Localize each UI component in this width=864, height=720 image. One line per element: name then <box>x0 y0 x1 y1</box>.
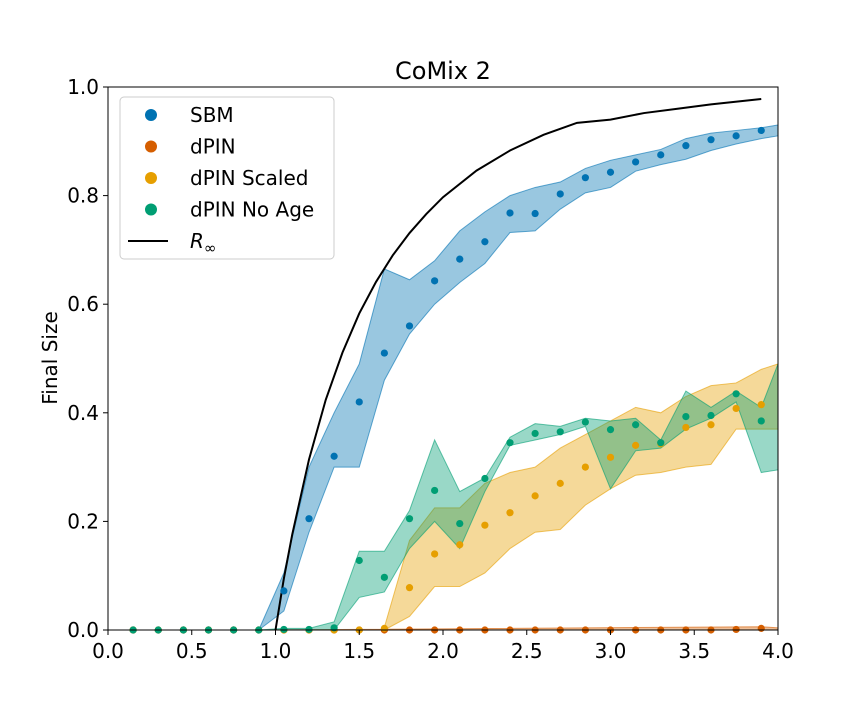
dpin-no-age-point <box>456 519 464 528</box>
x-tick-label: 3.0 <box>595 639 627 663</box>
dpin-scaled-point <box>707 421 715 429</box>
legend-box <box>119 96 335 260</box>
dpin-scaled-point <box>632 441 640 449</box>
sbm-point <box>355 398 363 406</box>
dpin-scaled-point <box>682 423 690 432</box>
y-axis: 0.0 0.2 0.4 0.6 0.8 1.0 <box>67 75 108 642</box>
dpin-point <box>732 625 740 634</box>
sbm-point <box>380 349 388 357</box>
dpin-no-age-point <box>355 556 363 565</box>
dpin-no-age-point <box>431 486 439 495</box>
legend-swatch-dpin-no-age <box>145 203 157 216</box>
y-axis-title: Final Size <box>38 311 62 405</box>
sbm-point <box>431 277 439 285</box>
sbm-point <box>757 126 765 135</box>
legend-swatch-sbm <box>145 109 157 121</box>
dpin-scaled-point <box>556 479 564 487</box>
dpin-no-age-point <box>657 439 665 447</box>
dpin-no-age-point <box>581 418 589 426</box>
legend-label-dpin: dPIN <box>190 135 236 159</box>
uncertainty-bands <box>257 124 779 632</box>
dpin-scaled-point <box>531 492 539 500</box>
sbm-point <box>280 587 288 595</box>
legend-label-dpin-scaled: dPIN Scaled <box>190 166 308 190</box>
sbm-point <box>657 151 665 159</box>
dpin-scaled-point <box>380 624 388 632</box>
sbm-point <box>732 132 740 140</box>
sbm-point <box>330 452 338 460</box>
dpin-no-age-point <box>682 413 690 421</box>
chart-title: CoMix 2 <box>395 57 491 85</box>
sbm-point <box>531 209 539 218</box>
x-tick-label: 1.5 <box>343 639 375 663</box>
sbm-point <box>556 190 564 198</box>
y-tick-label: 0.0 <box>67 618 99 642</box>
dpin-point <box>757 624 765 632</box>
dpin-scaled-point <box>606 453 615 461</box>
sbm-point <box>305 515 313 523</box>
sbm-point <box>506 209 514 217</box>
sbm-band <box>257 124 779 632</box>
sbm-point <box>606 168 615 176</box>
dpin-no-age-point <box>556 428 564 436</box>
sbm-point <box>707 136 715 144</box>
x-tick-label: 0.5 <box>176 639 208 663</box>
legend-label-subscript: ∞ <box>204 239 217 257</box>
y-tick-label: 0.2 <box>67 509 99 533</box>
x-tick-label: 4.0 <box>762 639 794 663</box>
y-tick-label: 0.8 <box>67 184 99 208</box>
legend-label-sbm: SBM <box>190 103 234 127</box>
dpin-no-age-point <box>280 625 288 634</box>
x-tick-label: 2.0 <box>427 639 459 663</box>
sbm-point <box>456 255 464 263</box>
dpin-scaled-point <box>405 584 414 592</box>
dpin-scaled-point <box>481 521 489 529</box>
sbm-point <box>481 238 489 246</box>
sbm-point <box>581 174 589 182</box>
x-tick-label: 1.0 <box>260 639 292 663</box>
dpin-no-age-point <box>707 411 715 420</box>
r-line <box>274 97 762 631</box>
dpin-scaled-point <box>506 509 514 517</box>
sbm-point <box>405 322 414 330</box>
reference-lines <box>274 97 762 631</box>
dpin-scaled-point <box>581 463 589 471</box>
sbm-point <box>632 158 640 166</box>
x-tick-label: 2.5 <box>511 639 543 663</box>
dpin-no-age-point <box>606 426 615 434</box>
y-tick-label: 1.0 <box>67 75 99 99</box>
y-tick-label: 0.4 <box>67 401 99 425</box>
dpin-no-age-point <box>757 417 765 425</box>
dpin-no-age-point <box>732 390 740 398</box>
dpin-no-age-point <box>531 429 539 438</box>
dpin-no-age-point <box>405 515 414 523</box>
x-tick-label: 0.0 <box>92 639 124 663</box>
legend-swatch-dpin <box>145 140 157 153</box>
dpin-scaled-point <box>732 404 740 413</box>
x-axis: 0.0 0.5 1.0 1.5 2.0 2.5 3.0 3.5 4.0 <box>92 630 794 663</box>
dpin-no-age-point <box>305 625 313 634</box>
dpin-scaled-point <box>757 401 765 409</box>
legend-label-dpin-no-age: dPIN No Age <box>190 198 314 222</box>
dpin-no-age-point <box>481 474 489 483</box>
y-tick-label: 0.6 <box>67 292 99 316</box>
dpin-scaled-point <box>431 550 439 558</box>
dpin-no-age-point <box>506 439 514 447</box>
dpin-no-age-point <box>632 421 640 429</box>
sbm-point <box>682 142 690 150</box>
legend-swatch-dpin-scaled <box>145 172 157 184</box>
dpin-scaled-point <box>456 541 464 549</box>
dpin-no-age-point <box>380 573 388 581</box>
x-tick-label: 3.5 <box>678 639 710 663</box>
